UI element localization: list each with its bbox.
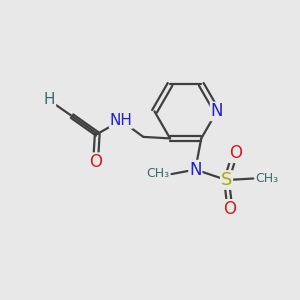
- Text: CH₃: CH₃: [256, 172, 279, 185]
- Text: O: O: [223, 200, 236, 218]
- Text: NH: NH: [110, 113, 133, 128]
- Text: H: H: [44, 92, 56, 107]
- Text: O: O: [89, 153, 102, 171]
- Text: N: N: [189, 160, 202, 178]
- Text: S: S: [221, 171, 232, 189]
- Text: N: N: [211, 102, 223, 120]
- Text: O: O: [229, 144, 242, 162]
- Text: CH₃: CH₃: [146, 167, 169, 180]
